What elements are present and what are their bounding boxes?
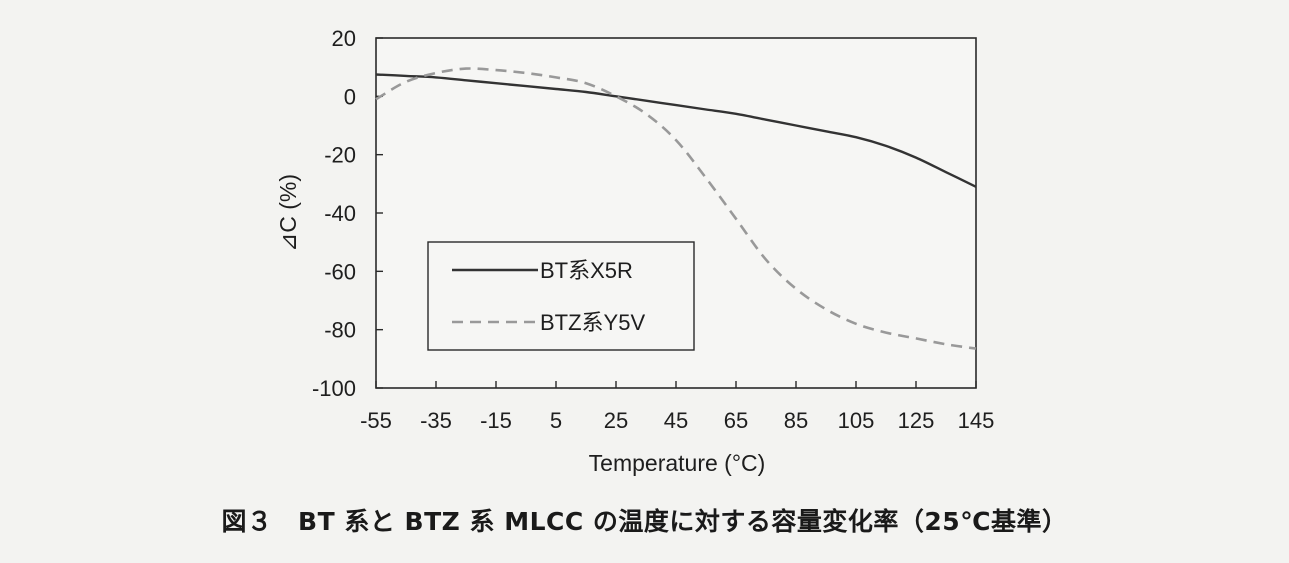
y-tick-label: -80 bbox=[324, 318, 356, 343]
x-axis-label: Temperature (°C) bbox=[589, 450, 766, 476]
y-axis: 20 0 -20 -40 -60 -80 -100 bbox=[312, 26, 383, 401]
figure-caption: 図３ BT 系と BTZ 系 MLCC の温度に対する容量変化率（25℃基準） bbox=[221, 507, 1068, 536]
y-tick-label: 0 bbox=[344, 84, 356, 109]
x-tick-label: 5 bbox=[550, 408, 562, 433]
x-tick-label: -35 bbox=[420, 408, 452, 433]
legend-label-1: BT系X5R bbox=[540, 258, 633, 283]
x-tick-label: 25 bbox=[604, 408, 628, 433]
x-tick-label: -15 bbox=[480, 408, 512, 433]
y-tick-label: -20 bbox=[324, 143, 356, 168]
series-line-1 bbox=[375, 73, 977, 188]
x-axis: -55 -35 -15 5 25 45 65 85 105 125 145 bbox=[360, 381, 994, 433]
y-tick-label: -100 bbox=[312, 376, 356, 401]
y-tick-label: -40 bbox=[324, 201, 356, 226]
x-tick-label: 45 bbox=[664, 408, 688, 433]
legend-box bbox=[427, 241, 695, 351]
legend-label-2: BTZ系Y5V bbox=[540, 310, 645, 335]
series-layer bbox=[375, 67, 977, 350]
y-tick-label: 20 bbox=[332, 26, 356, 51]
y-axis-label: ⊿C (%) bbox=[275, 174, 301, 252]
y-tick-label: -60 bbox=[324, 259, 356, 284]
x-tick-label: 125 bbox=[898, 408, 935, 433]
x-tick-label: 85 bbox=[784, 408, 808, 433]
series-line-2 bbox=[375, 67, 977, 350]
x-tick-label: 145 bbox=[958, 408, 995, 433]
x-tick-label: -55 bbox=[360, 408, 392, 433]
x-tick-label: 65 bbox=[724, 408, 748, 433]
x-tick-label: 105 bbox=[838, 408, 875, 433]
legend: BT系X5R BTZ系Y5V bbox=[427, 241, 695, 351]
